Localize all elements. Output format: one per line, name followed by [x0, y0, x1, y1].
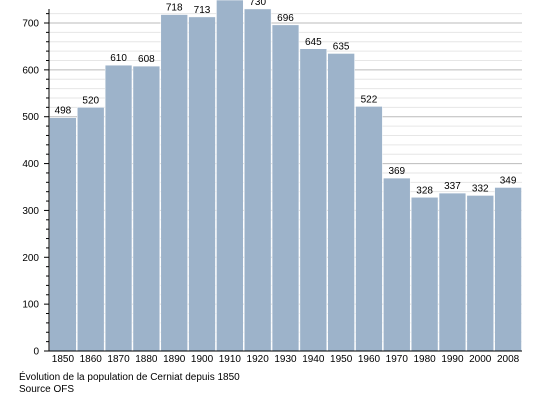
y-tick-label: 500: [22, 112, 39, 123]
bar-1980: [410, 197, 439, 352]
bar-1890: [160, 14, 188, 352]
y-tick-label: 300: [22, 206, 39, 217]
x-tick-label: 1960: [358, 354, 381, 365]
x-tick-label: 1970: [386, 354, 409, 365]
bars: [49, 0, 522, 352]
bar-value-label: 522: [361, 94, 378, 105]
bar-value-label: 332: [472, 183, 489, 194]
chart-caption: Évolution de la population de Cerniat de…: [19, 372, 240, 383]
y-tick-label: 400: [22, 159, 39, 170]
bar-1850: [49, 117, 77, 352]
bar-2008: [494, 187, 522, 352]
bar-value-labels: 4985206106087187137497306966456355223693…: [55, 0, 517, 196]
bar-1920: [244, 8, 272, 352]
axes: [48, 9, 522, 352]
x-tick-label: 1930: [274, 354, 297, 365]
bar-1910: [216, 0, 244, 352]
y-tick-label: 200: [22, 253, 39, 264]
x-tick-label: 1920: [247, 354, 270, 365]
x-tick-label: 1980: [413, 354, 436, 365]
bar-1860: [77, 107, 105, 352]
y-tick-label: 100: [22, 300, 39, 311]
x-tick-label: 1860: [80, 354, 103, 365]
bar-value-label: 730: [249, 0, 266, 8]
bar-1930: [271, 24, 300, 352]
bar-1870: [104, 64, 133, 352]
bar-1950: [327, 53, 355, 352]
y-tick-label: 600: [22, 65, 39, 76]
x-tick-label: 1910: [219, 354, 242, 365]
bar-1940: [299, 48, 327, 352]
x-tick-label: 2000: [469, 354, 492, 365]
bar-1880: [132, 65, 161, 352]
bar-value-label: 349: [500, 175, 517, 186]
x-tick-label: 1890: [163, 354, 186, 365]
bar-value-label: 610: [110, 53, 127, 64]
bar-2000: [466, 195, 494, 352]
bar-value-label: 635: [333, 41, 350, 52]
x-tick-label: 1900: [191, 354, 214, 365]
x-tick-label: 1990: [441, 354, 464, 365]
bar-value-label: 520: [82, 95, 99, 106]
bar-1990: [438, 192, 467, 352]
bar-value-label: 498: [55, 106, 72, 117]
bar-value-label: 369: [388, 166, 405, 177]
x-axis-ticks: 1850 1860 1870 1880 1890 1900 1910 1920 1930 1940…: [52, 354, 520, 365]
bar-1900: [188, 16, 216, 352]
bar-value-label: 696: [277, 13, 294, 24]
x-tick-label: 1940: [302, 354, 325, 365]
y-tick-label: 0: [33, 347, 39, 358]
x-tick-label: 1950: [330, 354, 353, 365]
bar-value-label: 337: [444, 181, 461, 192]
x-tick-label: 1850: [52, 354, 75, 365]
y-tick-label: 700: [22, 19, 39, 30]
bar-value-label: 608: [138, 54, 155, 65]
source-note: Source OFS: [19, 384, 75, 395]
x-tick-label: 1880: [135, 354, 158, 365]
x-tick-label: 1870: [107, 354, 130, 365]
bar-value-label: 645: [305, 37, 322, 48]
bar-value-label: 713: [194, 5, 211, 16]
x-tick-label: 2008: [497, 354, 520, 365]
bar-1970: [383, 177, 411, 352]
bar-value-label: 718: [166, 3, 183, 14]
bar-value-label: 328: [416, 185, 433, 196]
bar-1960: [355, 106, 383, 352]
y-axis-ticks: 0 100 200 300 400 500 600 700: [22, 13, 49, 358]
